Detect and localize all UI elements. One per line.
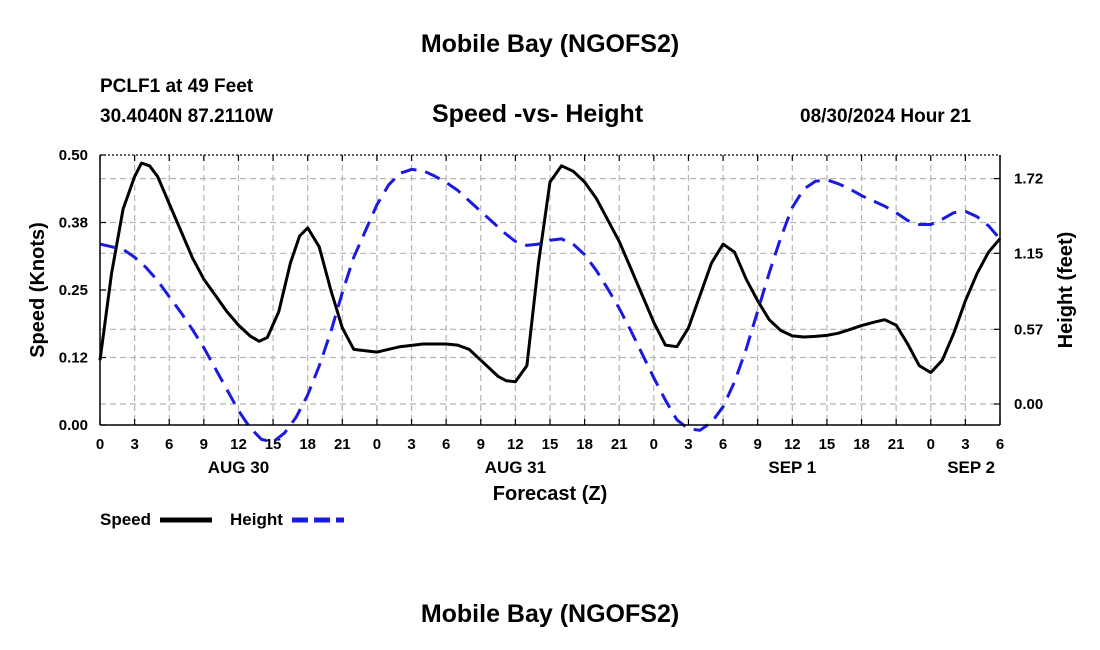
x-tick-label: 0 — [373, 436, 381, 453]
x-tick-label: 12 — [230, 436, 247, 453]
x-tick-label: 0 — [650, 436, 658, 453]
x-tick-label: 18 — [299, 436, 316, 453]
y2-axis-title: Height (feet) — [1055, 232, 1077, 349]
speed-series-line — [98, 161, 1002, 384]
y-tick-label: 0.38 — [59, 215, 88, 232]
x-axis-title: Forecast (Z) — [493, 483, 607, 505]
y-tick-label: 0.50 — [59, 147, 88, 164]
forecast-timestamp: 08/30/2024 Hour 21 — [800, 106, 972, 127]
date-label: AUG 30 — [208, 458, 269, 477]
y-tick-label: 0.00 — [59, 417, 88, 434]
x-tick-label: 3 — [961, 436, 969, 453]
x-tick-label: 9 — [477, 436, 485, 453]
x-tick-label: 15 — [542, 436, 559, 453]
footer-chart-title: Mobile Bay (NGOFS2) — [420, 600, 680, 628]
x-tick-label: 3 — [130, 436, 138, 453]
station-label: PCLF1 at 49 Feet — [100, 76, 254, 97]
date-label: SEP 2 — [947, 458, 995, 477]
x-tick-label: 12 — [784, 436, 801, 453]
y2-tick-label: 1.72 — [1014, 171, 1043, 188]
date-label: AUG 31 — [485, 458, 546, 477]
x-tick-label: 12 — [507, 436, 524, 453]
x-tick-label: 18 — [576, 436, 593, 453]
x-tick-label: 9 — [200, 436, 208, 453]
x-tick-label: 18 — [853, 436, 870, 453]
legend-label-height: Height — [230, 510, 283, 529]
speed-height-chart: 0 3 6 9 12 15 18 21 0 3 6 9 12 15 18 21 0 3 6 9 12 15 18 21 0 3 60… — [27, 147, 1077, 529]
x-tick-label: 0 — [96, 436, 104, 453]
x-tick-label: 0 — [927, 436, 935, 453]
x-tick-label: 15 — [819, 436, 836, 453]
x-tick-label: 6 — [996, 436, 1004, 453]
y-tick-label: 0.12 — [59, 350, 88, 367]
y2-tick-label: 1.15 — [1014, 245, 1043, 262]
x-tick-label: 6 — [442, 436, 450, 453]
x-tick-label: 21 — [611, 436, 628, 453]
y-tick-label: 0.25 — [59, 282, 88, 299]
x-tick-label: 3 — [684, 436, 692, 453]
legend-label-speed: Speed — [100, 510, 151, 529]
y2-tick-label: 0.00 — [1014, 396, 1043, 413]
station-coordinates: 30.4040N 87.2110W — [100, 106, 274, 127]
x-tick-label: 3 — [407, 436, 415, 453]
height-series-line — [99, 167, 1002, 444]
legend: Speed Height — [100, 510, 344, 529]
x-tick-label: 21 — [888, 436, 905, 453]
y2-tick-label: 0.57 — [1014, 321, 1043, 338]
x-tick-label: 6 — [165, 436, 173, 453]
grid-lines — [100, 155, 1000, 425]
x-tick-label: 21 — [334, 436, 351, 453]
date-label: SEP 1 — [768, 458, 816, 477]
x-tick-label: 9 — [754, 436, 762, 453]
chart-subtitle: Speed -vs- Height — [432, 100, 644, 128]
y-axis-title: Speed (Knots) — [27, 222, 49, 358]
x-tick-label: 6 — [719, 436, 727, 453]
chart-title: Mobile Bay (NGOFS2) — [420, 30, 680, 58]
